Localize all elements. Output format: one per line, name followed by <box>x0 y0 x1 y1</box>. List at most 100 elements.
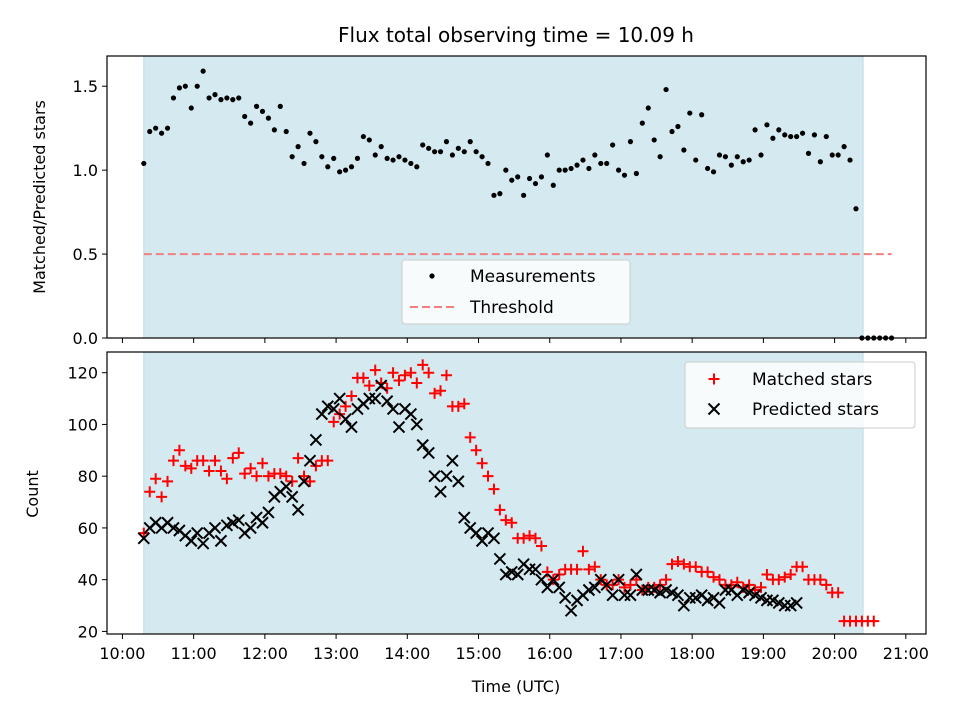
predicted-star-point <box>416 438 429 452</box>
measurement-point <box>847 157 853 163</box>
matched-star-point <box>832 587 844 599</box>
predicted-star-point <box>244 521 257 535</box>
matched-star-point <box>173 444 185 456</box>
predicted-star-point <box>291 503 305 517</box>
measurement-point <box>461 149 467 155</box>
matched-star-point <box>298 470 310 482</box>
measurement-point <box>348 164 355 170</box>
measurement-point <box>788 133 794 140</box>
measurement-point <box>829 152 835 158</box>
predicted-star-point <box>564 604 578 617</box>
x-tick-label: 10:00 <box>99 644 145 663</box>
y-tick-label: 1.0 <box>73 161 98 180</box>
measurement-point <box>574 162 580 168</box>
measurement-point <box>289 154 295 160</box>
matched-star-point <box>773 574 785 586</box>
measurement-point <box>645 105 651 111</box>
predicted-star-point <box>327 402 340 416</box>
matched-star-point <box>743 579 755 591</box>
matched-star-point <box>221 473 233 485</box>
matched-star-point <box>630 574 642 586</box>
measurement-point <box>651 137 657 143</box>
measurement-point <box>230 97 236 103</box>
measurement-point <box>206 95 212 101</box>
measurement-point <box>598 160 604 167</box>
measurement-point <box>633 170 639 177</box>
matched-star-point <box>506 517 518 529</box>
matched-star-point <box>458 398 470 410</box>
measurement-point <box>817 159 823 165</box>
measurement-point <box>342 167 349 173</box>
measurement-point <box>503 167 509 173</box>
predicted-star-point <box>297 475 311 488</box>
measurement-point <box>331 155 337 161</box>
y-tick-label: 40 <box>78 571 98 590</box>
predicted-star-point <box>333 392 346 405</box>
legend-measurements-label: Measurements <box>470 267 596 287</box>
matched-star-point <box>464 431 476 443</box>
measurement-point <box>402 157 408 163</box>
matched-star-point <box>482 470 494 482</box>
matched-star-point <box>666 558 678 570</box>
measurement-point <box>526 175 533 182</box>
measurement-point <box>283 128 289 135</box>
bottom-panel: 20 40 60 80 100 120 10:00 11:00 12:00 13:00 14:00 1… <box>67 351 929 663</box>
measurement-point <box>188 105 194 111</box>
matched-star-point <box>678 558 690 570</box>
top-legend: Measurements Threshold <box>401 259 631 325</box>
matched-star-point <box>654 579 666 591</box>
measurement-point <box>705 165 711 172</box>
predicted-star-point <box>553 581 566 594</box>
matched-star-point <box>820 579 832 591</box>
predicted-star-point <box>137 532 151 545</box>
measurement-point <box>710 169 717 175</box>
y-tick-label: 1.5 <box>73 77 98 96</box>
matched-star-point <box>553 568 565 580</box>
measurement-point <box>147 128 153 135</box>
matched-star-point <box>672 556 684 568</box>
matched-star-point <box>197 455 209 467</box>
measurement-point <box>752 127 758 133</box>
matched-star-point <box>179 460 191 472</box>
x-tick-label: 12:00 <box>242 644 288 663</box>
measurement-point <box>811 132 818 138</box>
predicted-star-point <box>285 490 299 504</box>
measurement-point <box>841 144 847 150</box>
legend-predicted-marker <box>707 402 721 416</box>
matched-star-point <box>660 574 672 586</box>
predicted-star-point <box>386 402 400 416</box>
predicted-star-point <box>345 420 358 434</box>
matched-star-point <box>589 561 601 573</box>
measurement-point <box>639 120 645 126</box>
matched-star-point <box>310 460 322 472</box>
measurement-point <box>242 113 248 120</box>
predicted-star-point <box>612 573 625 586</box>
axes-frame <box>106 351 927 635</box>
measurement-point <box>728 162 734 168</box>
matched-star-point <box>209 455 221 467</box>
matched-star-point <box>162 475 174 487</box>
predicted-star-point <box>511 568 524 581</box>
matched-star-point <box>423 367 435 379</box>
matched-star-point <box>245 462 257 474</box>
matched-star-point <box>814 574 826 586</box>
matched-star-point <box>387 367 399 379</box>
measurement-point <box>414 164 420 170</box>
measurement-point <box>562 167 568 173</box>
measurement-point <box>550 182 556 188</box>
measurement-point <box>687 110 693 116</box>
measurement-point <box>782 132 788 138</box>
measurement-point <box>497 191 503 197</box>
predicted-star-point <box>487 532 501 545</box>
matched-star-point <box>328 416 340 428</box>
matched-star-point <box>369 364 381 376</box>
predicted-star-point <box>315 407 329 421</box>
measurement-point <box>301 160 307 167</box>
measurement-point <box>265 115 272 121</box>
measurement-point <box>426 145 432 151</box>
top-panel: 0.0 0.5 1.0 1.5 Measurements Threshold <box>73 55 927 348</box>
measurement-point <box>615 167 622 173</box>
measurement-point <box>176 85 183 91</box>
measurement-point <box>722 154 729 160</box>
